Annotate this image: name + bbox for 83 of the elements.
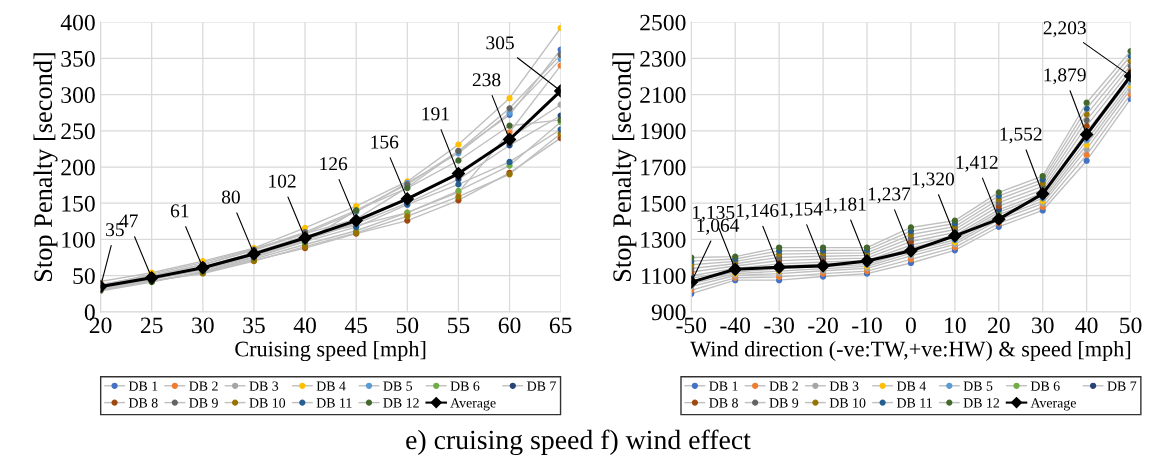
data-label: 191 xyxy=(422,107,449,121)
x-tick-label: 50 xyxy=(1120,317,1142,334)
x-tick-label: 40 xyxy=(293,317,316,334)
data-label: 1,552 xyxy=(1000,127,1042,144)
y-tick-label: 100 xyxy=(62,231,95,248)
x-tick-label: 30 xyxy=(192,317,214,334)
legend-label: DB 2 xyxy=(769,381,798,391)
legend-label: DB 1 xyxy=(128,381,158,391)
legend-label: DB 5 xyxy=(383,381,413,391)
legend-label: DB 3 xyxy=(249,381,279,391)
x-tick-label: 0 xyxy=(905,317,916,334)
x-tick-label: 65 xyxy=(549,317,572,334)
legend-label: DB 2 xyxy=(189,381,218,391)
legend-label: DB 12 xyxy=(963,398,1000,408)
data-label: 1,879 xyxy=(1044,68,1086,85)
legend-label: DB 8 xyxy=(709,398,738,408)
x-tick-label: 45 xyxy=(344,317,368,334)
y-tick-label: 1300 xyxy=(641,231,686,248)
y-tick-label: 300 xyxy=(61,87,95,104)
y-tick-label: 400 xyxy=(60,14,95,31)
legend-label: DB 6 xyxy=(1030,381,1060,391)
x-tick-label: 25 xyxy=(140,317,163,334)
x-axis-title: Wind direction (-ve:TW,+ve:HW) & speed [mph] xyxy=(690,340,1131,362)
y-tick-label: 1500 xyxy=(641,195,686,212)
legend-label: DB 4 xyxy=(896,381,927,391)
data-label: 1,320 xyxy=(912,172,955,189)
x-tick-label: 60 xyxy=(498,317,521,334)
legend-label: DB 4 xyxy=(316,381,346,391)
x-axis-title: Cruising speed [mph] xyxy=(235,340,426,362)
y-tick-label: 250 xyxy=(61,123,95,140)
y-tick-label: 1700 xyxy=(641,159,686,176)
y-axis-title: Stop Penalty [second] xyxy=(612,53,637,282)
y-tick-label: 2300 xyxy=(640,50,686,67)
data-label: 1,181 xyxy=(824,197,866,214)
x-tick-label: -20 xyxy=(808,317,838,334)
y-tick-label: 1900 xyxy=(641,123,686,140)
x-tick-label: 30 xyxy=(1032,317,1054,334)
y-tick-label: 150 xyxy=(62,195,95,212)
data-label: 102 xyxy=(269,174,296,188)
y-tick-label: 50 xyxy=(73,268,95,285)
legend-label: DB 9 xyxy=(769,398,799,408)
y-tick-label: 200 xyxy=(61,159,95,176)
data-label: 61 xyxy=(170,204,189,218)
legend-label: DB 10 xyxy=(249,398,286,408)
legend-label: DB 11 xyxy=(316,398,352,408)
data-label: 1,146 xyxy=(737,203,779,220)
x-tick-label: 50 xyxy=(396,317,419,334)
y-tick-label: 350 xyxy=(61,50,95,67)
x-tick-label: 10 xyxy=(945,317,966,334)
legend-label: DB 9 xyxy=(189,398,218,408)
y-axis-title: Stop Penalty [second] xyxy=(33,53,58,282)
x-tick-label: 35 xyxy=(243,317,265,334)
legend-label: Average xyxy=(450,398,496,411)
legend-label: DB 11 xyxy=(896,398,932,408)
x-tick-label: 55 xyxy=(447,317,470,334)
x-tick-label: -30 xyxy=(764,317,794,334)
legend-label: DB 5 xyxy=(963,381,993,391)
legend-label: DB 12 xyxy=(383,398,419,408)
y-tick-label: 2500 xyxy=(640,14,686,31)
data-label: 1,237 xyxy=(868,187,911,204)
legend-label: DB 6 xyxy=(450,381,480,391)
data-label: 305 xyxy=(486,36,514,50)
y-tick-label: 2100 xyxy=(640,87,686,104)
text: e) cruising speed f) wind effect xyxy=(406,429,751,456)
y-tick-label: 1100 xyxy=(642,268,686,285)
data-label: 1,412 xyxy=(956,155,998,172)
legend-label: DB 7 xyxy=(1107,381,1137,391)
x-tick-label: 40 xyxy=(1075,317,1098,334)
data-label: 1,154 xyxy=(780,202,823,219)
x-tick-label: 20 xyxy=(988,317,1010,334)
x-tick-label: -10 xyxy=(852,317,882,334)
x-tick-label: -40 xyxy=(720,317,751,334)
data-label: 2,203 xyxy=(1043,21,1086,38)
data-label: 156 xyxy=(371,135,399,149)
data-label: 80 xyxy=(221,190,240,204)
legend-label: DB 7 xyxy=(527,381,556,391)
legend-label: DB 1 xyxy=(709,381,738,391)
data-label: 238 xyxy=(472,73,501,87)
legend-label: Average xyxy=(1030,398,1076,411)
legend-label: DB 3 xyxy=(829,381,859,391)
legend-label: DB 10 xyxy=(829,398,866,408)
data-label: 126 xyxy=(320,157,348,171)
legend-label: DB 8 xyxy=(128,398,158,408)
